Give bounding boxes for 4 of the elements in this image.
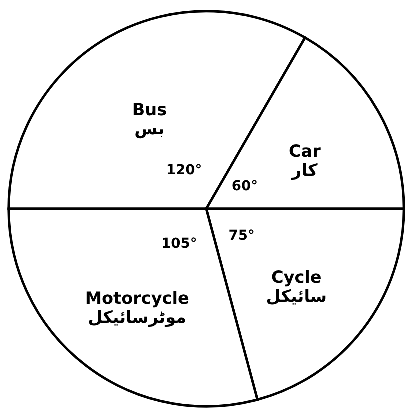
data-label: 120° xyxy=(166,162,202,178)
data-label: 75° xyxy=(228,228,255,244)
data-label: 105° xyxy=(162,236,198,252)
data-label: 60° xyxy=(232,178,258,195)
